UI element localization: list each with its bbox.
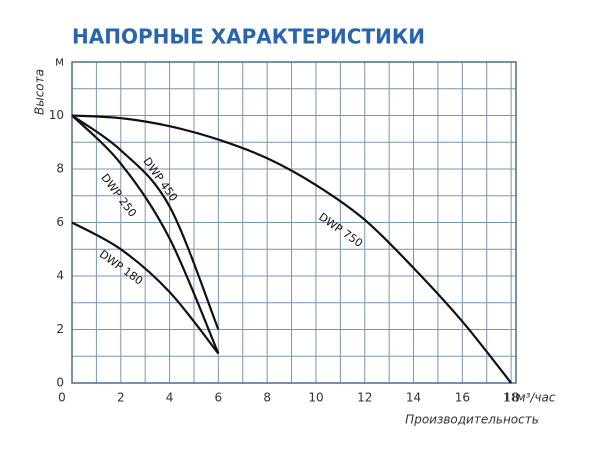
x-tick-label: 14: [406, 391, 421, 405]
y-tick-label: 6: [56, 215, 64, 229]
y-tick-label: 10: [49, 108, 64, 122]
x-tick-label: 10: [308, 391, 323, 405]
curve: [71, 114, 220, 355]
y-tick-label: 0: [56, 376, 64, 390]
x-tick-label: 6: [215, 391, 223, 405]
x-tick-label: 0: [58, 391, 66, 405]
x-tick-label: 12: [357, 391, 372, 405]
x-axis-label: Производительность: [405, 413, 539, 427]
chart-title: НАПОРНЫЕ ХАРАКТЕРИСТИКИ: [72, 25, 425, 49]
y-tick-label: 2: [56, 322, 64, 336]
y-axis-label: Высота: [33, 69, 47, 115]
curve: [71, 221, 220, 355]
y-tick-label: 4: [56, 269, 64, 283]
x-unit-label: м³/час: [517, 391, 556, 405]
curve: [71, 114, 512, 384]
x-tick-label: 4: [166, 391, 174, 405]
y-tick-label: м: [55, 55, 64, 69]
x-tick-label: 16: [455, 391, 470, 405]
curve: [71, 114, 220, 330]
y-tick-label: 8: [56, 162, 64, 176]
x-tick-label: 8: [263, 391, 271, 405]
x-tick-label: 2: [117, 391, 125, 405]
curve-label: DWP 450: [140, 155, 180, 204]
x-tick-label: 18: [503, 391, 520, 405]
